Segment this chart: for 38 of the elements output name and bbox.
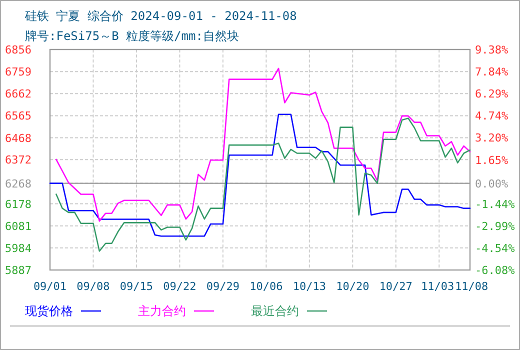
y2-tick-label: -4.54%: [475, 242, 516, 256]
y-tick-label: 6268: [5, 177, 32, 190]
x-tick-label: 09/29: [206, 280, 240, 293]
title: 硅铁 宁夏 综合价 2024-09-01 - 2024-11-08: [25, 9, 297, 23]
y-tick-label: 6759: [5, 66, 32, 79]
legend-label: 现货价格: [25, 304, 73, 318]
x-tick-label: 09/08: [76, 280, 110, 293]
y-tick-label: 6662: [5, 88, 32, 101]
x-tick-label: 09/01: [33, 280, 67, 293]
x-tick-label: 11/03: [420, 280, 454, 293]
y2-tick-label: 1.65%: [475, 154, 508, 167]
x-tick-label: 11/08: [455, 280, 488, 293]
y-tick-label: 6081: [5, 220, 32, 233]
y2-tick-label: 0.00%: [475, 177, 508, 190]
legend-label: 主力合约: [138, 304, 186, 318]
x-tick-label: 09/15: [120, 280, 154, 293]
x-tick-label: 10/27: [379, 280, 412, 293]
y-tick-label: 6468: [5, 132, 32, 145]
y-tick-label: 5984: [5, 242, 32, 255]
x-tick-label: 10/06: [250, 280, 283, 293]
subtitle: 牌号:FeSi75～B 粒度等级/mm:自然块: [25, 29, 239, 43]
y2-tick-label: 9.38%: [475, 44, 508, 56]
y-tick-label: 5887: [5, 264, 32, 277]
x-tick-label: 10/13: [292, 280, 326, 293]
y2-tick-label: 4.74%: [475, 110, 508, 123]
y2-tick-label: 7.84%: [475, 65, 508, 78]
y2-tick-label: -1.44%: [475, 198, 516, 211]
y-tick-label: 6856: [5, 44, 32, 56]
x-tick-label: 09/22: [163, 280, 196, 293]
y-tick-label: 6178: [5, 198, 32, 211]
y2-tick-label: -6.08%: [475, 264, 516, 277]
legend-label: 最近合约: [251, 304, 299, 318]
y2-tick-label: -2.99%: [475, 220, 516, 233]
y2-tick-label: 6.29%: [475, 88, 508, 101]
x-tick-label: 10/20: [336, 280, 370, 293]
y2-tick-label: 3.20%: [475, 132, 508, 145]
y-tick-label: 6565: [5, 110, 32, 123]
y-tick-label: 6372: [5, 154, 32, 167]
